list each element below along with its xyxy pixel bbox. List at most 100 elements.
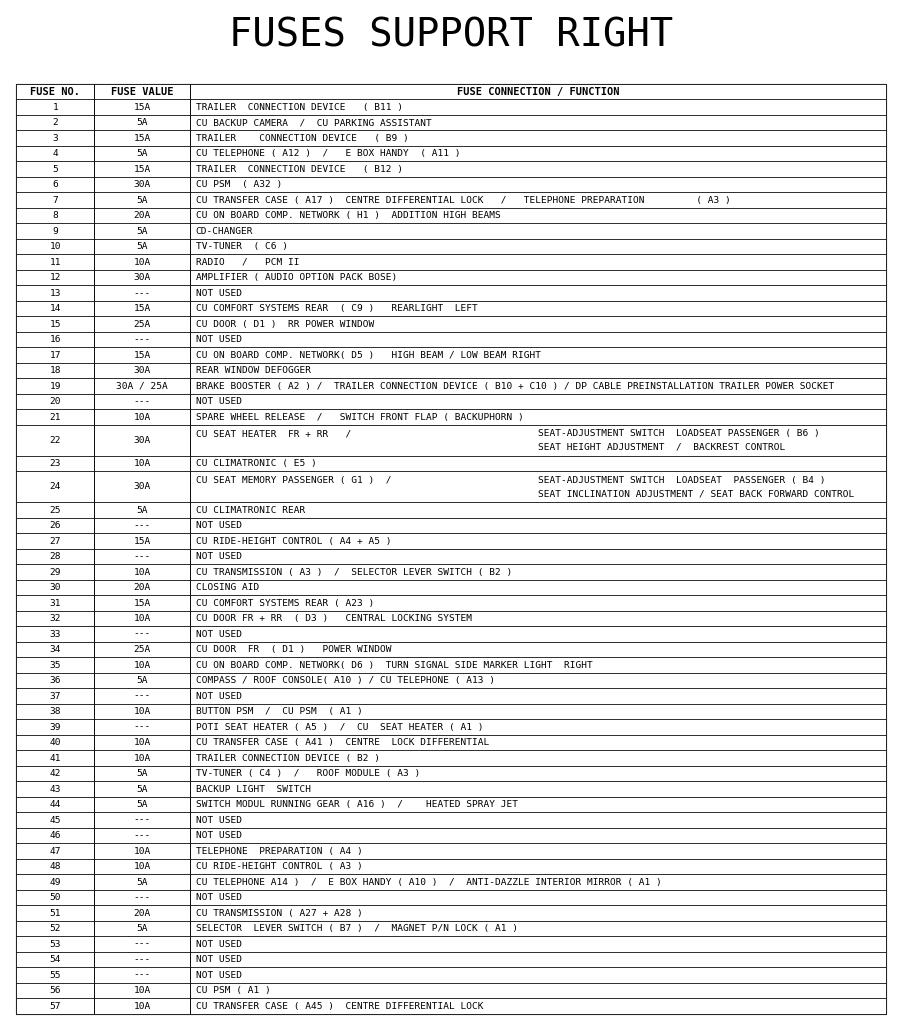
Bar	[16, 827, 95, 844]
Text: ---: ---	[133, 521, 151, 530]
Bar	[16, 983, 95, 998]
Bar	[95, 951, 190, 968]
Text: 15: 15	[50, 319, 61, 329]
Text: 31: 31	[50, 599, 61, 607]
Bar	[190, 797, 886, 812]
Text: CU TRANSFER CASE ( A17 )  CENTRE DIFFERENTIAL LOCK   /   TELEPHONE PREPARATION  : CU TRANSFER CASE ( A17 ) CENTRE DIFFEREN…	[196, 196, 731, 205]
Bar	[95, 162, 190, 177]
Bar	[16, 301, 95, 316]
Bar	[190, 254, 886, 270]
Bar	[16, 627, 95, 642]
Bar	[16, 534, 95, 549]
Bar	[16, 518, 95, 534]
Bar	[95, 921, 190, 936]
Bar	[95, 410, 190, 425]
Text: 55: 55	[50, 971, 61, 980]
Bar	[95, 456, 190, 471]
Bar	[95, 688, 190, 703]
Text: ---: ---	[133, 289, 151, 298]
Bar	[95, 812, 190, 827]
Text: CU DOOR ( D1 )  RR POWER WINDOW: CU DOOR ( D1 ) RR POWER WINDOW	[196, 319, 373, 329]
Bar	[190, 471, 886, 503]
Bar	[190, 951, 886, 968]
Bar	[16, 208, 95, 223]
Text: 14: 14	[50, 304, 61, 313]
Bar	[16, 130, 95, 146]
Text: 10A: 10A	[133, 660, 151, 670]
Text: FUSE CONNECTION / FUNCTION: FUSE CONNECTION / FUNCTION	[456, 87, 619, 96]
Text: CU CLIMATRONIC ( E5 ): CU CLIMATRONIC ( E5 )	[196, 459, 317, 468]
Text: 3: 3	[52, 134, 59, 142]
Text: 5: 5	[52, 165, 59, 174]
Bar	[16, 379, 95, 394]
Text: NOT USED: NOT USED	[196, 940, 242, 948]
Bar	[95, 130, 190, 146]
Bar	[95, 84, 190, 99]
Text: TRAILER  CONNECTION DEVICE   ( B12 ): TRAILER CONNECTION DEVICE ( B12 )	[196, 165, 402, 174]
Bar	[95, 595, 190, 611]
Text: ---: ---	[133, 971, 151, 980]
Text: CU COMFORT SYSTEMS REAR  ( C9 )   REARLIGHT  LEFT: CU COMFORT SYSTEMS REAR ( C9 ) REARLIGHT…	[196, 304, 477, 313]
Text: 30A: 30A	[133, 273, 151, 283]
Text: CU PSM ( A1 ): CU PSM ( A1 )	[196, 986, 271, 995]
Bar	[95, 503, 190, 518]
Text: 5A: 5A	[136, 506, 148, 515]
Text: SPARE WHEEL RELEASE  /   SWITCH FRONT FLAP ( BACKUPHORN ): SPARE WHEEL RELEASE / SWITCH FRONT FLAP …	[196, 413, 523, 422]
Text: 9: 9	[52, 226, 59, 236]
Text: 10A: 10A	[133, 708, 151, 716]
Text: 52: 52	[50, 924, 61, 933]
Bar	[190, 751, 886, 766]
Bar	[95, 394, 190, 410]
Bar	[190, 703, 886, 719]
Bar	[16, 115, 95, 130]
Text: 37: 37	[50, 691, 61, 700]
Text: 46: 46	[50, 831, 61, 840]
Bar	[16, 316, 95, 332]
Bar	[190, 193, 886, 208]
Text: 15A: 15A	[133, 134, 151, 142]
Text: 12: 12	[50, 273, 61, 283]
Text: TV-TUNER ( C4 )  /   ROOF MODULE ( A3 ): TV-TUNER ( C4 ) / ROOF MODULE ( A3 )	[196, 769, 419, 778]
Bar	[16, 394, 95, 410]
Text: 57: 57	[50, 1001, 61, 1011]
Text: 30A: 30A	[133, 436, 151, 444]
Bar	[190, 735, 886, 751]
Text: CU RIDE-HEIGHT CONTROL ( A4 + A5 ): CU RIDE-HEIGHT CONTROL ( A4 + A5 )	[196, 537, 391, 546]
Text: NOT USED: NOT USED	[196, 630, 242, 639]
Text: SWITCH MODUL RUNNING GEAR ( A16 )  /    HEATED SPRAY JET: SWITCH MODUL RUNNING GEAR ( A16 ) / HEAT…	[196, 800, 518, 809]
Text: 10A: 10A	[133, 754, 151, 763]
Text: ---: ---	[133, 335, 151, 344]
Text: 18: 18	[50, 367, 61, 375]
Text: BRAKE BOOSTER ( A2 ) /  TRAILER CONNECTION DEVICE ( B10 + C10 ) / DP CABLE PREIN: BRAKE BOOSTER ( A2 ) / TRAILER CONNECTIO…	[196, 382, 833, 390]
Text: ---: ---	[133, 893, 151, 902]
Text: 20: 20	[50, 397, 61, 407]
Bar	[95, 673, 190, 688]
Text: 5A: 5A	[136, 196, 148, 205]
Text: 7: 7	[52, 196, 59, 205]
Bar	[190, 425, 886, 456]
Text: 48: 48	[50, 862, 61, 871]
Text: 42: 42	[50, 769, 61, 778]
Text: CU SEAT HEATER  FR + RR   /: CU SEAT HEATER FR + RR /	[196, 429, 351, 438]
Text: CU PSM  ( A32 ): CU PSM ( A32 )	[196, 180, 281, 189]
Bar	[16, 99, 95, 115]
Bar	[190, 286, 886, 301]
Text: 36: 36	[50, 676, 61, 685]
Text: 6: 6	[52, 180, 59, 189]
Bar	[95, 99, 190, 115]
Bar	[95, 781, 190, 797]
Text: 28: 28	[50, 552, 61, 561]
Text: 10: 10	[50, 243, 61, 251]
Text: CU TRANSFER CASE ( A41 )  CENTRE  LOCK DIFFERENTIAL: CU TRANSFER CASE ( A41 ) CENTRE LOCK DIF…	[196, 738, 489, 748]
Text: 5A: 5A	[136, 800, 148, 809]
Bar	[190, 968, 886, 983]
Text: 5A: 5A	[136, 150, 148, 158]
Text: 16: 16	[50, 335, 61, 344]
Bar	[95, 518, 190, 534]
Bar	[95, 332, 190, 347]
Bar	[16, 564, 95, 580]
Bar	[190, 316, 886, 332]
Text: CU ON BOARD COMP. NETWORK( D5 )   HIGH BEAM / LOW BEAM RIGHT: CU ON BOARD COMP. NETWORK( D5 ) HIGH BEA…	[196, 350, 540, 359]
Bar	[95, 193, 190, 208]
Bar	[190, 270, 886, 286]
